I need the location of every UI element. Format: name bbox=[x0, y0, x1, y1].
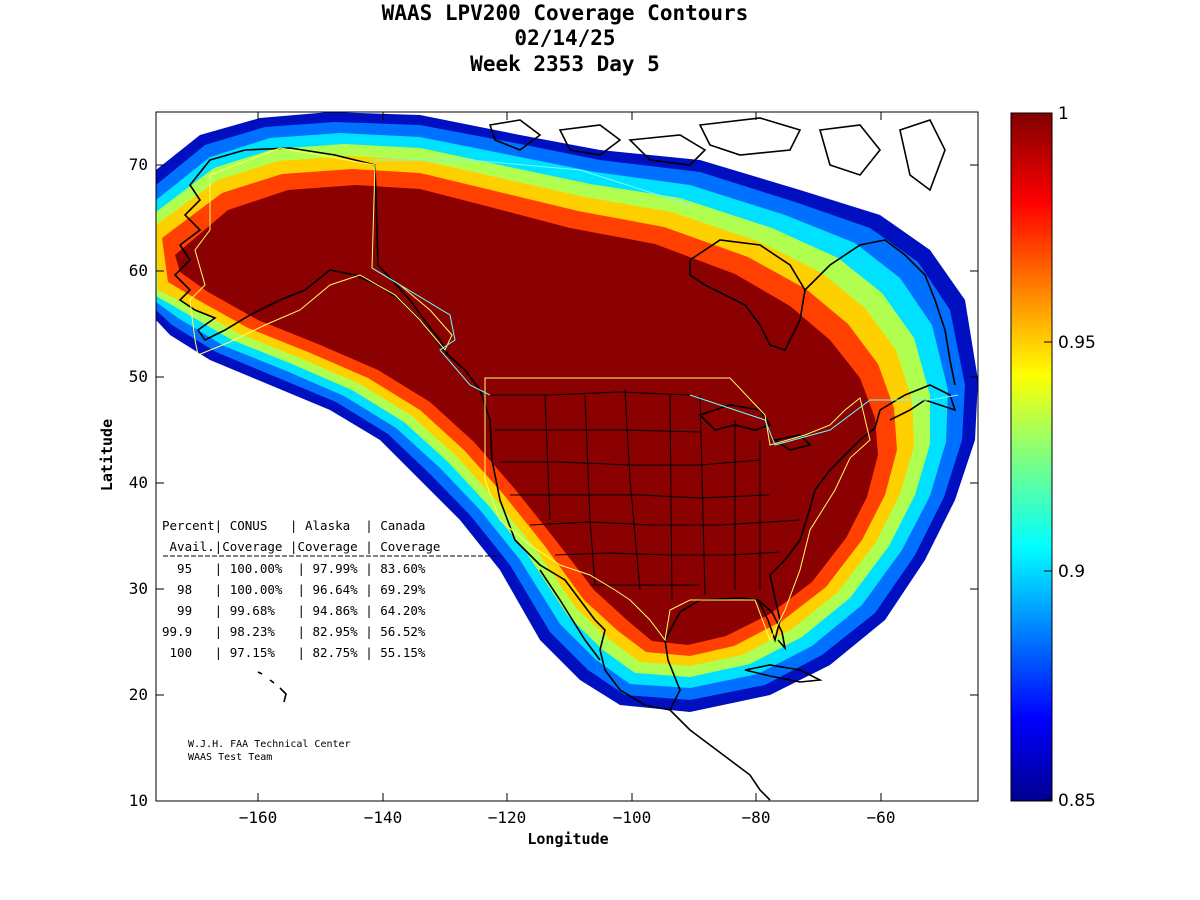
baja-coastline bbox=[539, 569, 601, 661]
chart-week-day: Week 2353 Day 5 bbox=[470, 52, 660, 76]
alaska-coastline bbox=[173, 147, 449, 356]
table-header-1: Percent| CONUS | Alaska | Canada bbox=[162, 518, 425, 533]
state-borders bbox=[490, 389, 801, 601]
y-axis: 10 20 30 40 50 60 70 Latitude bbox=[98, 155, 148, 810]
contour-band-100 bbox=[175, 185, 878, 645]
y-tick-label: 10 bbox=[129, 791, 148, 810]
conus-boundary bbox=[484, 377, 871, 642]
canada-boundary bbox=[371, 159, 959, 446]
chart-date: 02/14/25 bbox=[514, 26, 615, 50]
y-tick-label: 60 bbox=[129, 261, 148, 280]
table-row: 98 | 100.00% | 96.64% | 69.29% bbox=[162, 582, 426, 597]
gulf-coast bbox=[664, 409, 881, 711]
east-canada-coast bbox=[879, 384, 957, 421]
hawaii bbox=[257, 671, 287, 703]
coastlines bbox=[173, 117, 957, 801]
coverage-table: Percent| CONUS | Alaska | Canada Avail.|… bbox=[162, 518, 500, 660]
x-tick-label: −100 bbox=[613, 808, 652, 827]
colorbar-tick-label: 0.85 bbox=[1058, 791, 1096, 811]
arctic-islands bbox=[488, 117, 946, 192]
west-coast bbox=[447, 354, 671, 711]
credit-line-2: WAAS Test Team bbox=[188, 752, 272, 763]
y-axis-label: Latitude bbox=[98, 419, 116, 491]
x-tick-label: −120 bbox=[488, 808, 527, 827]
table-row: 99 | 99.68% | 94.86% | 64.20% bbox=[162, 603, 426, 618]
chart-title: WAAS LPV200 Coverage Contours bbox=[382, 1, 749, 25]
credit-line-1: W.J.H. FAA Technical Center bbox=[188, 739, 351, 750]
labrador-coast bbox=[804, 239, 956, 386]
table-row: 99.9 | 98.23% | 82.95% | 56.52% bbox=[162, 624, 426, 639]
colorbar-gradient bbox=[1010, 112, 1053, 802]
table-row: 95 | 100.00% | 97.99% | 83.60% bbox=[162, 561, 426, 576]
colorbar-tick-label: 0.95 bbox=[1058, 333, 1096, 353]
x-tick-label: −60 bbox=[867, 808, 896, 827]
central-america bbox=[669, 709, 771, 801]
inner-tick-marks bbox=[156, 112, 978, 801]
y-tick-label: 20 bbox=[129, 685, 148, 704]
y-tick-label: 70 bbox=[129, 155, 148, 174]
great-lakes bbox=[698, 404, 812, 451]
x-axis: −160 −140 −120 −100 −80 −60 Longitude bbox=[239, 808, 896, 848]
x-tick-label: −160 bbox=[239, 808, 278, 827]
table-row: 100 | 97.15% | 82.75% | 55.15% bbox=[162, 645, 426, 660]
x-tick-label: −140 bbox=[364, 808, 403, 827]
hudson-bay bbox=[689, 239, 806, 351]
x-axis-label: Longitude bbox=[527, 830, 608, 848]
y-tick-label: 40 bbox=[129, 473, 148, 492]
plot-frame bbox=[155, 111, 979, 802]
x-tick-label: −80 bbox=[742, 808, 771, 827]
table-header-2: Avail.|Coverage |Coverage | Coverage bbox=[162, 539, 440, 554]
colorbar-tick-label: 1 bbox=[1058, 104, 1069, 124]
map-plot-area bbox=[156, 112, 978, 801]
cuba bbox=[744, 664, 823, 683]
y-tick-label: 50 bbox=[129, 367, 148, 386]
coverage-contours bbox=[156, 112, 978, 712]
florida-coastline bbox=[757, 599, 787, 651]
y-tick-label: 30 bbox=[129, 579, 148, 598]
colorbar: 1 0.95 0.9 0.85 bbox=[1010, 104, 1096, 811]
colorbar-tick-label: 0.9 bbox=[1058, 562, 1085, 582]
region-boundaries bbox=[189, 147, 959, 642]
